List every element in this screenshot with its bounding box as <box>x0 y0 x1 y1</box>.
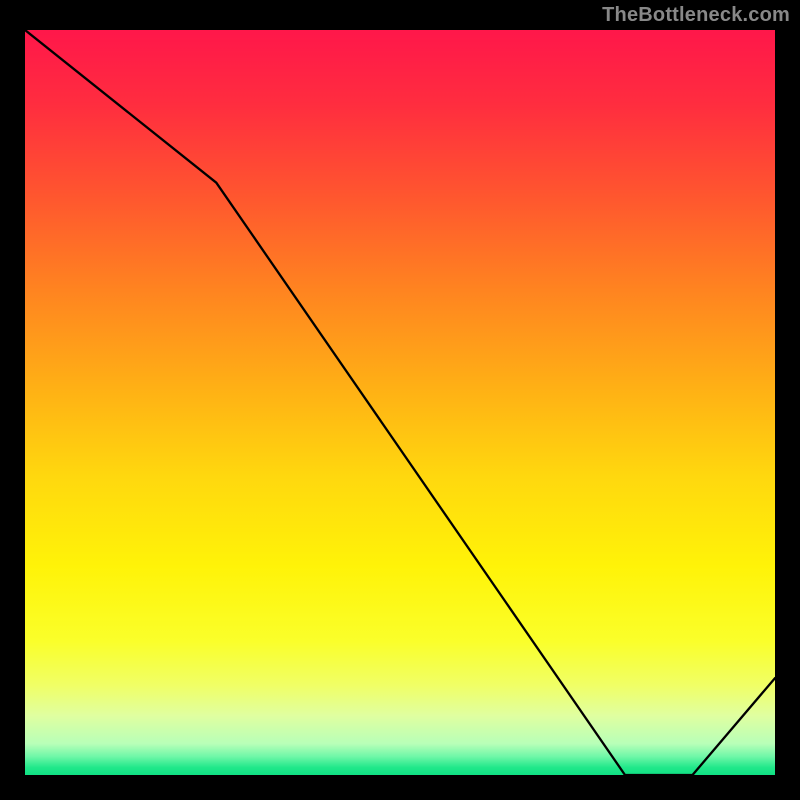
chart-container: TheBottleneck.com <box>0 0 800 800</box>
plot-svg <box>25 30 775 775</box>
plot-background <box>25 30 775 775</box>
watermark-text: TheBottleneck.com <box>602 4 790 27</box>
